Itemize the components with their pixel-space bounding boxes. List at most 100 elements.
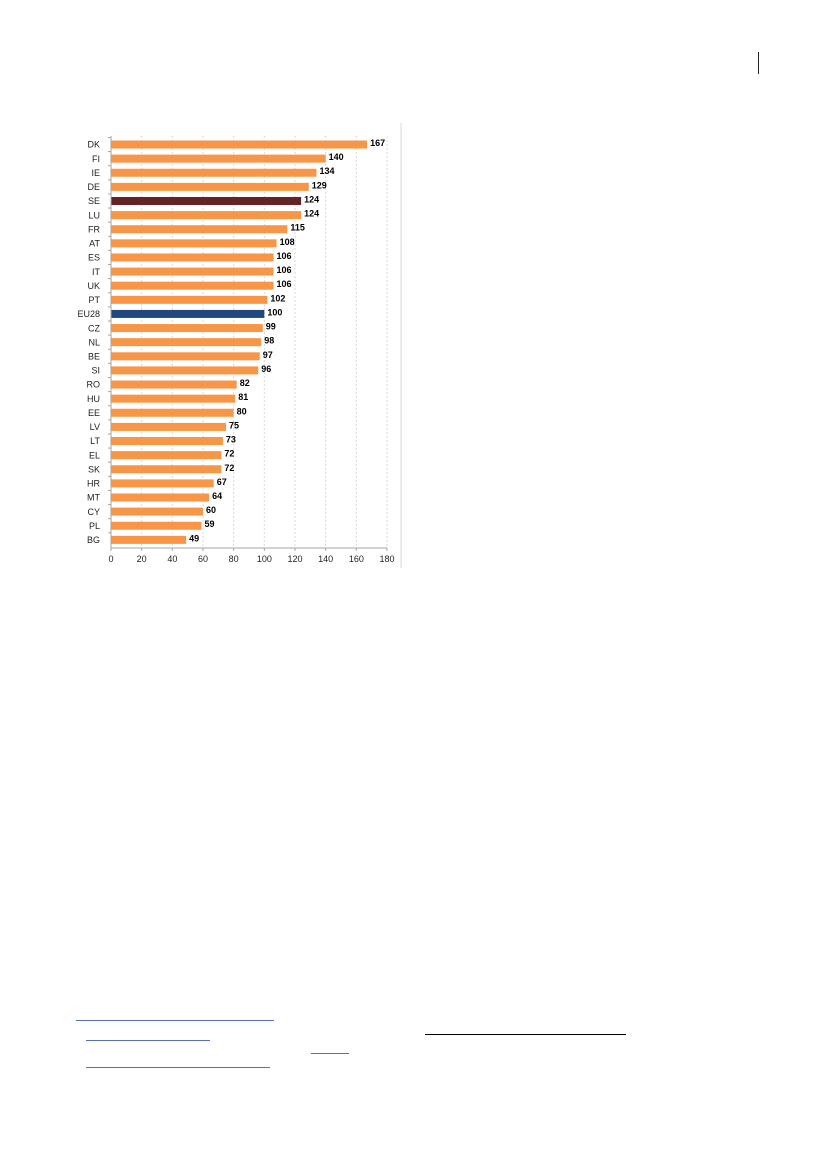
category-label-ro: RO xyxy=(87,380,101,390)
category-label-lv: LV xyxy=(90,422,100,432)
value-label-fr: 115 xyxy=(290,223,305,233)
value-label-fi: 140 xyxy=(329,152,344,162)
category-label-cz: CZ xyxy=(88,323,100,333)
x-tick-label-140: 140 xyxy=(318,554,333,564)
value-label-si: 96 xyxy=(261,364,271,374)
bar-eu28 xyxy=(111,309,265,318)
value-label-eu28: 100 xyxy=(267,307,282,317)
x-tick-label-180: 180 xyxy=(379,554,394,564)
x-tick-label-100: 100 xyxy=(257,554,272,564)
footnote-separator xyxy=(76,1020,274,1021)
value-label-bg: 49 xyxy=(189,533,199,543)
footnote-link-1[interactable] xyxy=(86,1040,210,1041)
bar-pl xyxy=(111,521,202,530)
category-label-si: SI xyxy=(91,366,100,376)
value-label-sk: 72 xyxy=(224,463,234,473)
category-label-el: EL xyxy=(89,450,100,460)
bar-dk xyxy=(111,140,368,149)
value-label-ie: 134 xyxy=(319,166,334,176)
axis-layer: 0 20 40 60 80 100 120 140 160 180 xyxy=(108,123,402,568)
bar-fi xyxy=(111,154,326,163)
bar-ie xyxy=(111,168,317,177)
value-label-de: 129 xyxy=(312,180,327,190)
bar-de xyxy=(111,182,309,191)
category-label-dk: DK xyxy=(87,140,100,150)
category-label-fi: FI xyxy=(92,154,100,164)
value-label-ee: 80 xyxy=(237,406,247,416)
bar-be xyxy=(111,352,260,361)
page-margin-marker xyxy=(758,52,759,74)
bar-chart: DK 167 FI 140 IE 134 DE 129 SE 124 LU 124 FR 115 AT 108… xyxy=(77,123,402,568)
category-label-at: AT xyxy=(89,239,100,249)
bar-nl xyxy=(111,338,262,347)
value-label-uk: 106 xyxy=(277,279,292,289)
bar-ro xyxy=(111,380,237,389)
value-label-cy: 60 xyxy=(206,505,216,515)
category-label-fr: FR xyxy=(88,224,100,234)
bars-layer xyxy=(111,140,368,544)
category-label-lt: LT xyxy=(90,436,100,446)
bar-lv xyxy=(111,422,226,431)
category-label-pl: PL xyxy=(89,521,100,531)
bar-hu xyxy=(111,394,236,403)
value-label-lu: 124 xyxy=(304,209,319,219)
category-label-hu: HU xyxy=(87,394,100,404)
footnote-link-3[interactable] xyxy=(86,1067,270,1068)
value-label-nl: 98 xyxy=(264,336,274,346)
bar-mt xyxy=(111,493,210,502)
bar-cy xyxy=(111,507,203,516)
category-label-eu28: EU28 xyxy=(77,309,100,319)
category-label-mt: MT xyxy=(87,493,100,503)
value-label-mt: 64 xyxy=(212,491,222,501)
footnote-rule-2 xyxy=(425,1034,626,1035)
x-tick-label-120: 120 xyxy=(287,554,302,564)
bar-sk xyxy=(111,465,222,474)
value-label-lv: 75 xyxy=(229,420,239,430)
bar-pt xyxy=(111,295,268,304)
category-label-ie: IE xyxy=(91,168,100,178)
x-tick-label-80: 80 xyxy=(229,554,239,564)
x-tick-label-0: 0 xyxy=(108,554,113,564)
footnote-link-2[interactable] xyxy=(311,1053,349,1054)
x-tick-label-60: 60 xyxy=(198,554,208,564)
category-label-bg: BG xyxy=(87,535,100,545)
category-label-sk: SK xyxy=(88,464,100,474)
category-label-it: IT xyxy=(92,267,101,277)
bar-bg xyxy=(111,535,187,544)
value-label-es: 106 xyxy=(277,251,292,261)
category-label-nl: NL xyxy=(88,337,100,347)
x-tick-label-20: 20 xyxy=(137,554,147,564)
bar-uk xyxy=(111,281,274,290)
value-label-be: 97 xyxy=(263,350,273,360)
category-label-uk: UK xyxy=(87,281,100,291)
category-label-ee: EE xyxy=(88,408,100,418)
value-label-pl: 59 xyxy=(204,519,214,529)
bar-el xyxy=(111,451,222,460)
bar-ee xyxy=(111,408,234,417)
category-label-lu: LU xyxy=(88,210,100,220)
bar-si xyxy=(111,366,259,375)
category-label-es: ES xyxy=(88,253,100,263)
category-label-se: SE xyxy=(88,196,100,206)
bar-at xyxy=(111,239,277,248)
x-tick-label-160: 160 xyxy=(349,554,364,564)
value-label-el: 72 xyxy=(224,449,234,459)
value-label-at: 108 xyxy=(280,237,295,247)
value-label-pt: 102 xyxy=(270,293,285,303)
bar-lt xyxy=(111,437,223,446)
bar-lu xyxy=(111,211,302,220)
value-label-se: 124 xyxy=(304,194,319,204)
value-label-lt: 73 xyxy=(226,435,236,445)
value-label-cz: 99 xyxy=(266,322,276,332)
x-tick-label-40: 40 xyxy=(167,554,177,564)
labels-layer: DK 167 FI 140 IE 134 DE 129 SE 124 LU 124 FR 115 AT 108… xyxy=(77,138,385,545)
value-label-it: 106 xyxy=(277,265,292,275)
category-label-de: DE xyxy=(87,182,100,192)
bar-es xyxy=(111,253,274,262)
value-label-hr: 67 xyxy=(217,477,227,487)
bar-fr xyxy=(111,225,288,234)
category-label-hr: HR xyxy=(87,479,100,489)
category-label-cy: CY xyxy=(87,507,100,517)
value-label-dk: 167 xyxy=(370,138,385,148)
bar-hr xyxy=(111,479,214,488)
